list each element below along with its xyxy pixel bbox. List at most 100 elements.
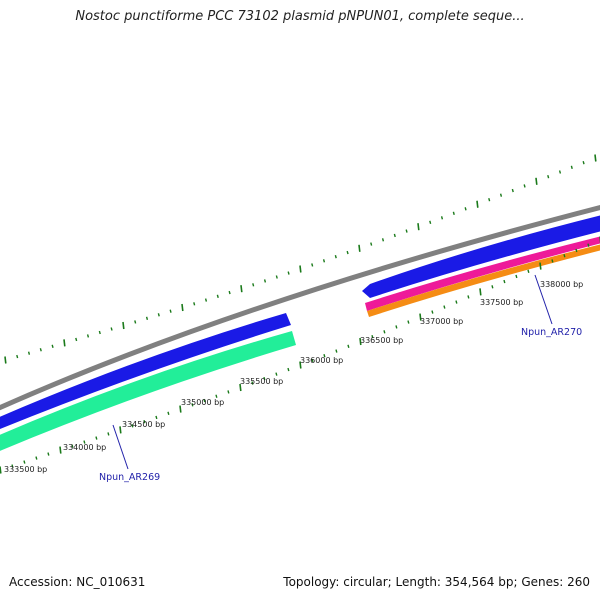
- minor-tick: [39, 348, 42, 352]
- minor-tick: [381, 238, 385, 242]
- minor-tick: [143, 419, 146, 424]
- major-tick: [417, 223, 420, 231]
- major-tick: [59, 446, 62, 454]
- minor-tick: [134, 320, 137, 324]
- minor-tick: [311, 263, 314, 267]
- tick-label: 334000 bp: [63, 443, 106, 452]
- gene-arrow-reverse[interactable]: [367, 242, 600, 317]
- inner-tick-ring: [0, 236, 600, 474]
- minor-tick: [547, 174, 550, 179]
- minor-tick: [23, 460, 26, 464]
- minor-tick: [51, 344, 54, 349]
- minor-tick: [204, 298, 208, 302]
- minor-tick: [71, 444, 74, 448]
- minor-tick: [452, 211, 455, 216]
- major-tick: [535, 177, 538, 185]
- minor-tick: [393, 233, 396, 238]
- minor-tick: [499, 193, 503, 197]
- minor-tick: [131, 424, 134, 428]
- minor-tick: [169, 309, 172, 313]
- outer-tick-ring: [4, 154, 597, 364]
- gene-label[interactable]: Npun_AR270: [521, 327, 582, 338]
- minor-tick: [503, 279, 506, 284]
- minor-tick: [145, 316, 149, 321]
- minor-tick: [323, 354, 326, 358]
- major-tick: [479, 288, 482, 296]
- gene-arrow-forward[interactable]: [362, 213, 600, 298]
- minor-tick: [252, 283, 255, 287]
- minor-tick: [110, 327, 113, 331]
- tick-label: 336500 bp: [360, 336, 403, 345]
- major-tick: [0, 466, 2, 474]
- gene-label-npun-ar269[interactable]: Npun_AR269: [99, 424, 160, 483]
- major-tick: [63, 339, 66, 347]
- tick-label-group: 333500 bp 334000 bp 334500 bp 335000 bp …: [4, 280, 583, 474]
- minor-tick: [216, 294, 219, 299]
- major-tick: [539, 262, 542, 270]
- minor-tick: [98, 330, 101, 335]
- minor-tick: [193, 302, 196, 306]
- minor-tick: [263, 279, 267, 283]
- minor-tick: [515, 274, 518, 279]
- tick-label: 333500 bp: [4, 465, 47, 474]
- minor-tick: [47, 452, 50, 456]
- label-leader-line: [112, 424, 129, 470]
- gene-arrow-npun-ar269[interactable]: [0, 331, 296, 455]
- minor-tick: [558, 170, 562, 174]
- major-tick: [299, 265, 302, 273]
- major-tick: [4, 356, 7, 364]
- minor-tick: [287, 367, 290, 372]
- minor-tick: [16, 354, 19, 359]
- minor-tick: [407, 320, 410, 324]
- minor-tick: [395, 325, 398, 329]
- major-tick: [419, 313, 422, 321]
- major-tick: [594, 154, 597, 162]
- major-tick: [476, 200, 479, 208]
- gene-arrow-npun-ar270[interactable]: [365, 234, 600, 311]
- minor-tick: [27, 351, 31, 355]
- minor-tick: [370, 242, 373, 246]
- minor-tick: [35, 456, 38, 460]
- minor-tick: [570, 165, 573, 170]
- minor-tick: [215, 394, 218, 398]
- minor-tick: [527, 269, 530, 273]
- tick-label: 335000 bp: [181, 398, 224, 407]
- minor-tick: [464, 207, 467, 211]
- gene-arrow-forward[interactable]: [0, 313, 291, 433]
- gene-label-npun-ar270[interactable]: Npun_AR270: [521, 274, 582, 338]
- minor-tick: [75, 337, 78, 342]
- minor-tick: [86, 334, 90, 338]
- tick-label: 336000 bp: [300, 356, 343, 365]
- minor-tick: [228, 290, 231, 295]
- minor-tick: [563, 253, 566, 258]
- tick-label: 337000 bp: [420, 317, 463, 326]
- minor-tick: [575, 248, 578, 253]
- label-leader-line: [534, 274, 553, 325]
- minor-tick: [443, 305, 446, 309]
- major-tick: [181, 303, 184, 312]
- minor-tick: [455, 300, 458, 304]
- major-tick: [299, 361, 302, 369]
- map-title: Nostoc punctiforme PCC 73102 plasmid pNP…: [75, 9, 525, 24]
- minor-tick: [511, 188, 514, 193]
- accession-text: Accession: NC_010631: [9, 575, 146, 589]
- gene-label[interactable]: Npun_AR269: [99, 472, 160, 483]
- minor-tick: [467, 295, 470, 299]
- minor-tick: [167, 411, 170, 415]
- minor-tick: [334, 255, 337, 259]
- minor-tick: [83, 440, 86, 444]
- minor-tick: [440, 216, 444, 220]
- minor-tick: [107, 432, 110, 436]
- minor-tick: [371, 335, 374, 339]
- minor-tick: [587, 243, 590, 247]
- minor-tick: [263, 376, 266, 381]
- summary-text: Topology: circular; Length: 354,564 bp; …: [283, 575, 590, 589]
- minor-tick: [191, 403, 194, 407]
- major-tick: [179, 405, 182, 413]
- tick-label: 338000 bp: [540, 280, 583, 289]
- tick-label: 335500 bp: [240, 377, 283, 386]
- minor-tick: [275, 372, 278, 376]
- minor-tick: [287, 271, 290, 275]
